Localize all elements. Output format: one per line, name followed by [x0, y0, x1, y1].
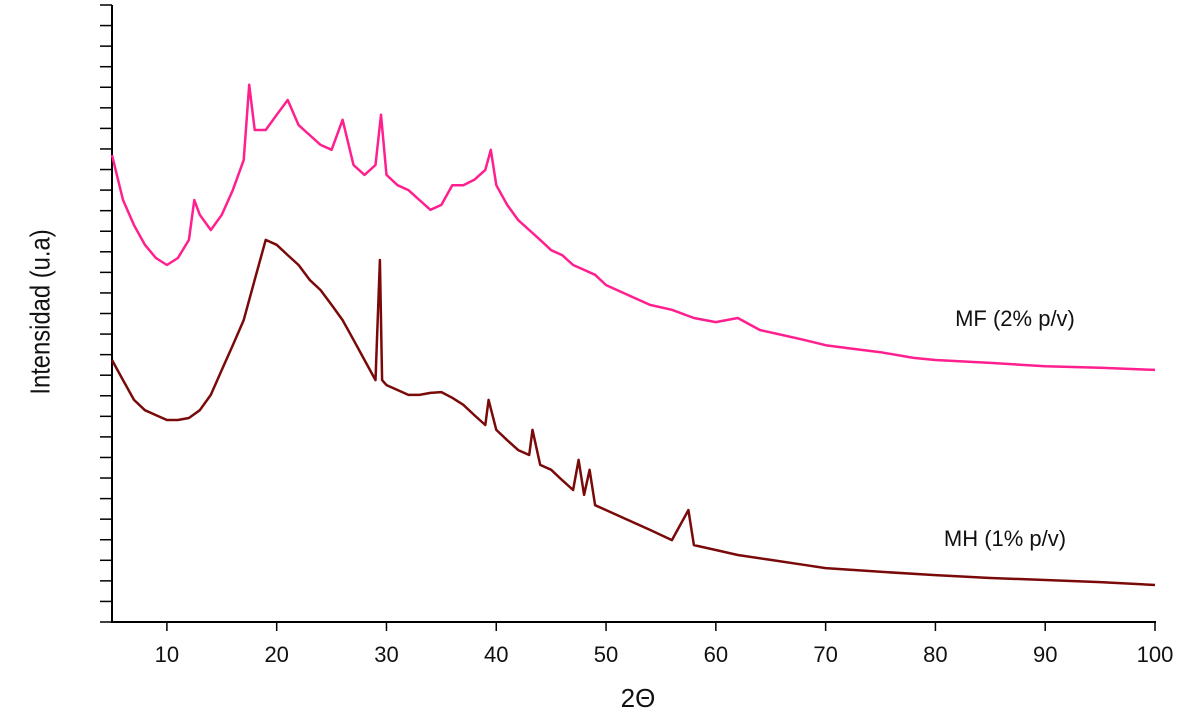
x-tick-label: 50 [594, 642, 618, 667]
x-axis-label: 2Θ [621, 683, 656, 713]
x-tick-label: 20 [264, 642, 288, 667]
series-line [110, 83, 1156, 372]
x-tick-label: 10 [155, 642, 179, 667]
x-tick-label: 100 [1137, 642, 1174, 667]
series-line [110, 238, 1156, 587]
x-tick-label: 60 [704, 642, 728, 667]
x-tick-label: 30 [374, 642, 398, 667]
series-label: MF (2% p/v) [955, 306, 1075, 331]
x-tick-label: 90 [1033, 642, 1057, 667]
x-tick-label: 80 [923, 642, 947, 667]
x-tick-label: 40 [484, 642, 508, 667]
x-tick-label: 70 [813, 642, 837, 667]
y-axis-label: Intensidad (u.a) [24, 229, 56, 394]
series-label: MH (1% p/v) [944, 526, 1066, 551]
